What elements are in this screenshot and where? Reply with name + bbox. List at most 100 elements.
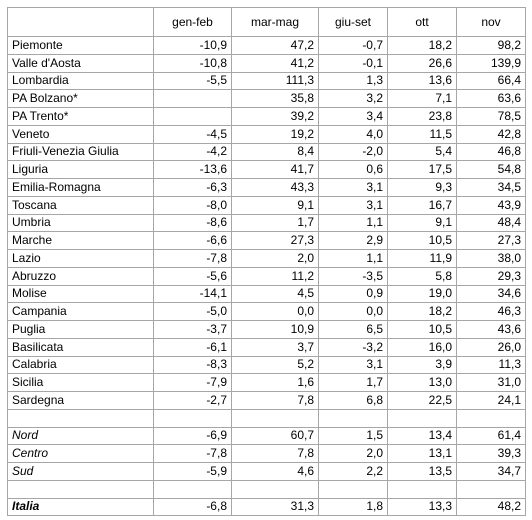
- value-cell: -5,6: [153, 266, 232, 286]
- header-cell: [7, 7, 154, 37]
- value-cell: 6,8: [318, 391, 388, 410]
- value-cell: 18,2: [387, 36, 457, 55]
- region-row: Valle d'Aosta -10,8 41,2 -0,1 26,6 139,9: [7, 53, 526, 73]
- row-label: Toscana: [7, 195, 154, 215]
- region-row: Puglia -3,7 10,9 6,5 10,5 43,6: [7, 320, 526, 339]
- value-cell: 1,6: [231, 373, 319, 392]
- region-row: Basilicata -6,1 3,7 -3,2 16,0 26,0: [7, 337, 526, 357]
- value-cell: -4,5: [153, 124, 232, 144]
- value-cell: 29,3: [456, 266, 526, 286]
- row-label: Umbria: [7, 213, 154, 233]
- empty-cell: [318, 408, 388, 428]
- value-cell: 4,0: [318, 124, 388, 144]
- empty-cell: [456, 479, 526, 499]
- value-cell: 11,3: [456, 355, 526, 375]
- value-cell: -5,0: [153, 302, 232, 321]
- value-cell: 1,7: [318, 373, 388, 392]
- value-cell: 111,3: [231, 71, 319, 91]
- value-cell: 1,7: [231, 213, 319, 233]
- row-label: Centro: [7, 444, 154, 463]
- value-cell: -0,7: [318, 36, 388, 55]
- value-cell: 27,3: [456, 231, 526, 250]
- value-cell: -2,0: [318, 142, 388, 162]
- regional-data-table: gen-feb mar-mag giu-set ott nov Piemonte…: [7, 7, 526, 517]
- value-cell: 35,8: [231, 89, 319, 108]
- value-cell: 34,6: [456, 284, 526, 304]
- region-row: Calabria -8,3 5,2 3,1 3,9 11,3: [7, 355, 526, 375]
- value-cell: 41,7: [231, 160, 319, 179]
- region-row: Sicilia -7,9 1,6 1,7 13,0 31,0: [7, 373, 526, 392]
- value-cell: 34,7: [456, 462, 526, 481]
- region-row: Toscana -8,0 9,1 3,1 16,7 43,9: [7, 195, 526, 215]
- value-cell: 3,1: [318, 195, 388, 215]
- value-cell: -7,9: [153, 373, 232, 392]
- value-cell: 13,3: [387, 497, 457, 517]
- row-label: Abruzzo: [7, 266, 154, 286]
- row-label: PA Bolzano*: [7, 89, 154, 108]
- value-cell: 31,0: [456, 373, 526, 392]
- value-cell: 11,5: [387, 124, 457, 144]
- value-cell: 42,8: [456, 124, 526, 144]
- value-cell: 23,8: [387, 107, 457, 126]
- region-row: Lombardia -5,5 111,3 1,3 13,6 66,4: [7, 71, 526, 91]
- value-cell: 98,2: [456, 36, 526, 55]
- value-cell: 22,5: [387, 391, 457, 410]
- value-cell: 60,7: [231, 426, 319, 446]
- value-cell: 13,4: [387, 426, 457, 446]
- row-label: Sicilia: [7, 373, 154, 392]
- value-cell: 3,1: [318, 178, 388, 197]
- value-cell: -6,9: [153, 426, 232, 446]
- value-cell: -6,6: [153, 231, 232, 250]
- value-cell: 39,3: [456, 444, 526, 463]
- value-cell: 31,3: [231, 497, 319, 517]
- region-row: Piemonte -10,9 47,2 -0,7 18,2 98,2: [7, 36, 526, 55]
- value-cell: 5,2: [231, 355, 319, 375]
- area-row: Nord -6,9 60,7 1,5 13,4 61,4: [7, 426, 526, 446]
- value-cell: 11,2: [231, 266, 319, 286]
- region-row: Umbria -8,6 1,7 1,1 9,1 48,4: [7, 213, 526, 233]
- value-cell: 9,3: [387, 178, 457, 197]
- row-label: PA Trento*: [7, 107, 154, 126]
- value-cell: 2,0: [318, 444, 388, 463]
- value-cell: -3,7: [153, 320, 232, 339]
- region-row: Molise -14,1 4,5 0,9 19,0 34,6: [7, 284, 526, 304]
- region-row: Emilia-Romagna -6,3 43,3 3,1 9,3 34,5: [7, 178, 526, 197]
- value-cell: 13,6: [387, 71, 457, 91]
- value-cell: 3,7: [231, 337, 319, 357]
- value-cell: 1,1: [318, 249, 388, 268]
- value-cell: 47,2: [231, 36, 319, 55]
- header-row: gen-feb mar-mag giu-set ott nov: [7, 7, 526, 37]
- value-cell: -3,2: [318, 337, 388, 357]
- empty-cell: [387, 479, 457, 499]
- value-cell: -5,5: [153, 71, 232, 91]
- value-cell: 11,9: [387, 249, 457, 268]
- region-row: Sardegna -2,7 7,8 6,8 22,5 24,1: [7, 391, 526, 410]
- row-label: Sud: [7, 462, 154, 481]
- value-cell: -8,3: [153, 355, 232, 375]
- value-cell: 10,5: [387, 320, 457, 339]
- value-cell: -6,3: [153, 178, 232, 197]
- value-cell: 2,2: [318, 462, 388, 481]
- value-cell: 46,8: [456, 142, 526, 162]
- value-cell: 34,5: [456, 178, 526, 197]
- header-cell: nov: [456, 7, 526, 37]
- row-label: Basilicata: [7, 337, 154, 357]
- value-cell: 63,6: [456, 89, 526, 108]
- value-cell: 24,1: [456, 391, 526, 410]
- value-cell: 5,8: [387, 266, 457, 286]
- row-label: Calabria: [7, 355, 154, 375]
- value-cell: -8,0: [153, 195, 232, 215]
- value-cell: 0,9: [318, 284, 388, 304]
- row-label: Puglia: [7, 320, 154, 339]
- empty-cell: [153, 408, 232, 428]
- empty-cell: [387, 408, 457, 428]
- row-label: Valle d'Aosta: [7, 53, 154, 73]
- value-cell: 9,1: [387, 213, 457, 233]
- header-cell: ott: [387, 7, 457, 37]
- value-cell: 1,5: [318, 426, 388, 446]
- value-cell: 13,1: [387, 444, 457, 463]
- value-cell: -8,6: [153, 213, 232, 233]
- empty-cell: [231, 408, 319, 428]
- row-label: Friuli-Venezia Giulia: [7, 142, 154, 162]
- value-cell: 3,9: [387, 355, 457, 375]
